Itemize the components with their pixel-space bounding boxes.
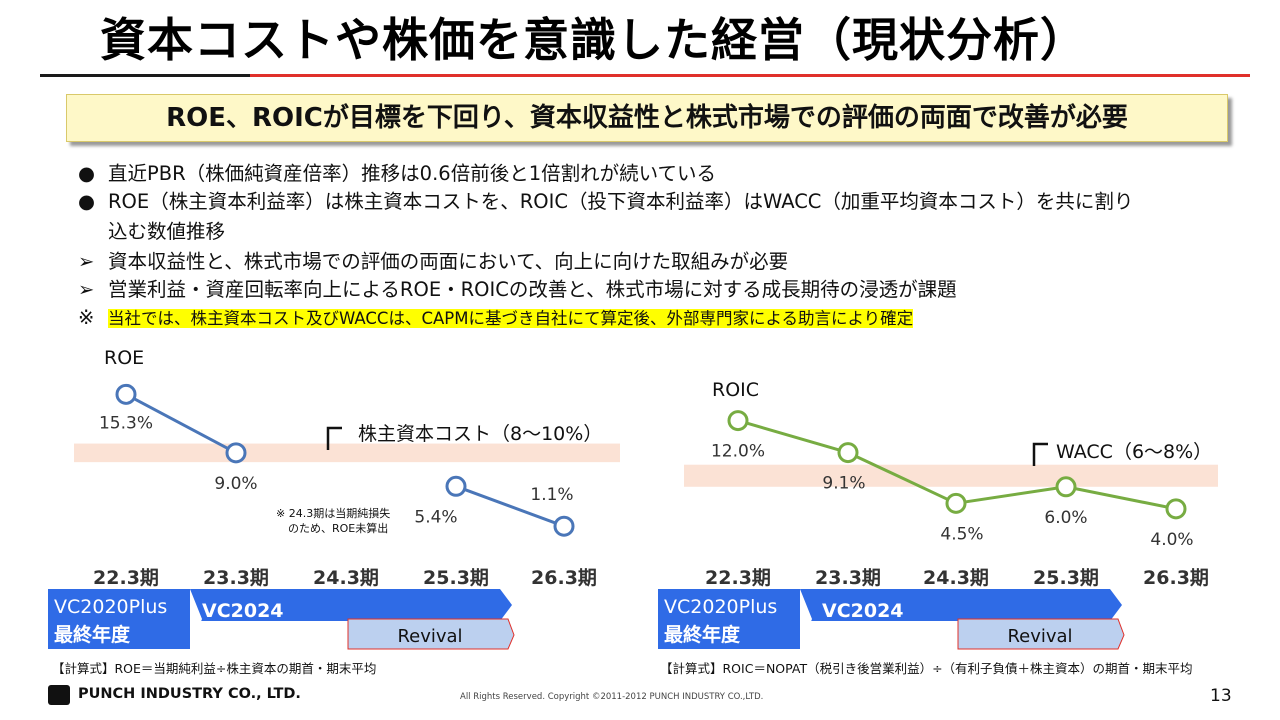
series-segment	[847, 451, 957, 505]
title-underline-red	[40, 74, 1250, 77]
page-number: 13	[1210, 686, 1232, 706]
data-point	[1165, 498, 1187, 520]
vc2020-box	[658, 589, 800, 649]
chart-note: のため、ROE未算出	[288, 521, 388, 535]
series-segment	[1065, 485, 1177, 511]
bullet-pbr: ● 直近PBR（株価純資産倍率）推移は0.6倍前後と1倍割れが続いている	[78, 162, 716, 186]
vc2020-box-notch	[190, 589, 202, 649]
phase-bar-left: VC2020Plus 最終年度 VC2024 Revival	[48, 589, 515, 650]
chart-title: ROE	[104, 347, 144, 369]
data-point	[225, 442, 247, 464]
data-label: 6.0%	[1044, 508, 1087, 528]
bullet-marker: ●	[78, 162, 96, 185]
cost-band	[74, 443, 620, 463]
x-tick-label: 23.3期	[815, 567, 881, 589]
vc2020-box	[48, 589, 190, 649]
data-point	[445, 475, 467, 497]
vc2020-box-notch	[800, 589, 812, 649]
cost-band	[684, 464, 1218, 487]
revival-label: Revival	[397, 626, 462, 647]
key-message-banner: ROE、ROICが目標を下回り、資本収益性と株式市場での評価の両面で改善が必要	[66, 94, 1228, 142]
x-tick-label: 24.3期	[313, 567, 379, 589]
roic-chart-svg: WACC（6～8%） ROIC 12.0% 9.1% 4.5% 6.0% 4.0% 22.3期…	[684, 379, 1218, 589]
vc2020-label-1: VC2020Plus	[54, 596, 167, 618]
x-tick-label: 22.3期	[705, 567, 771, 589]
series-segment	[955, 485, 1067, 505]
vc2024-label: VC2024	[202, 600, 284, 622]
company-name: PUNCH INDUSTRY CO., LTD.	[78, 686, 301, 702]
series-segment	[455, 484, 565, 528]
x-tick-label: 26.3期	[531, 567, 597, 589]
data-label: 9.1%	[822, 474, 865, 494]
series-segment	[125, 393, 237, 455]
revival-arrow	[347, 618, 515, 650]
bullet-roe-roic-cont: 込む数値推移	[78, 220, 225, 244]
roe-chart: 株主資本コスト（8～10%） ROE 15.3% 9.0% 5.4% 1.1% 22.3期 2…	[40, 340, 640, 600]
vc2020-label-1: VC2020Plus	[664, 596, 777, 618]
band-label: 株主資本コスト（8～10%）	[358, 423, 602, 445]
note-marker: ※	[78, 306, 95, 329]
chart-title: ROIC	[712, 379, 759, 401]
data-point	[1055, 476, 1077, 498]
data-label: 15.3%	[99, 413, 153, 433]
bullet-roe-roic: ● ROE（株主資本利益率）は株主資本コストを、ROIC（投下資本利益率）はWAC…	[78, 190, 1133, 214]
data-point	[945, 492, 967, 514]
band-label-bracket	[1032, 442, 1048, 466]
arrow-icon: ➢	[78, 278, 95, 301]
arrow-icon: ➢	[78, 250, 95, 273]
vc2020-label-2: 最終年度	[54, 623, 131, 646]
data-point	[115, 383, 137, 405]
bullet-text: ROE（株主資本利益率）は株主資本コストを、ROIC（投下資本利益率）はWACC…	[108, 190, 1134, 213]
bullet-text: 込む数値推移	[108, 220, 226, 243]
roic-chart: WACC（6～8%） ROIC 12.0% 9.1% 4.5% 6.0% 4.0% 22.3期…	[650, 370, 1240, 600]
data-point	[837, 442, 859, 464]
bullet-improvement: ➢ 資本収益性と、株式市場での評価の両面において、向上に向けた取組みが必要	[78, 250, 788, 274]
x-tick-label: 23.3期	[203, 567, 269, 589]
series-segment	[737, 419, 849, 455]
phase-bar-right: VC2020Plus 最終年度 VC2024 Revival	[658, 589, 1125, 650]
x-tick-label: 26.3期	[1143, 567, 1209, 589]
bullet-text: 資本収益性と、株式市場での評価の両面において、向上に向けた取組みが必要	[108, 250, 789, 273]
x-tick-label: 25.3期	[1033, 567, 1099, 589]
data-point	[553, 515, 575, 537]
band-label-bracket	[326, 426, 342, 450]
x-tick-label: 22.3期	[93, 567, 159, 589]
data-label: 4.5%	[940, 524, 983, 544]
highlighted-note: 当社では、株主資本コスト及びWACCは、CAPMに基づき自社にて算定後、外部専門…	[108, 309, 914, 328]
bullet-marker: ●	[78, 190, 96, 213]
data-label: 4.0%	[1150, 530, 1193, 550]
roic-formula: 【計算式】ROIC＝NOPAT（税引き後営業利益）÷（有利子負債＋株主資本）の期…	[660, 661, 1193, 676]
slide-title: 資本コストや株価を意識した経営（現状分析）	[100, 13, 1087, 67]
bullet-text: 直近PBR（株価純資産倍率）推移は0.6倍前後と1倍割れが続いている	[108, 162, 717, 185]
data-point	[727, 410, 749, 432]
copyright: All Rights Reserved. Copyright ©2011-201…	[460, 692, 764, 702]
data-label: 12.0%	[711, 442, 765, 462]
bullet-challenge: ➢ 営業利益・資産回転率向上によるROE・ROICの改善と、株式市場に対する成長期…	[78, 278, 957, 302]
data-label: 5.4%	[414, 507, 457, 527]
revival-arrow	[957, 618, 1125, 650]
roe-formula: 【計算式】ROE＝当期純利益÷株主資本の期首・期末平均	[52, 661, 377, 676]
data-label: 1.1%	[530, 485, 573, 505]
bullet-text: 営業利益・資産回転率向上によるROE・ROICの改善と、株式市場に対する成長期待…	[108, 278, 957, 301]
vc2024-label: VC2024	[822, 600, 904, 622]
x-tick-label: 24.3期	[923, 567, 989, 589]
vc2020-label-2: 最終年度	[664, 623, 741, 646]
x-tick-label: 25.3期	[423, 567, 489, 589]
bullet-note: ※ 当社では、株主資本コスト及びWACCは、CAPMに基づき自社にて算定後、外部専…	[78, 306, 914, 331]
title-underline-dark	[40, 74, 250, 77]
band-label: WACC（6～8%）	[1056, 441, 1212, 463]
punch-logo-icon	[48, 685, 70, 705]
roe-chart-svg: 株主資本コスト（8～10%） ROE 15.3% 9.0% 5.4% 1.1% 22.3期 2…	[74, 347, 620, 589]
revival-label: Revival	[1007, 626, 1072, 647]
chart-note: ※ 24.3期は当期純損失	[276, 506, 390, 520]
data-label: 9.0%	[214, 474, 257, 494]
